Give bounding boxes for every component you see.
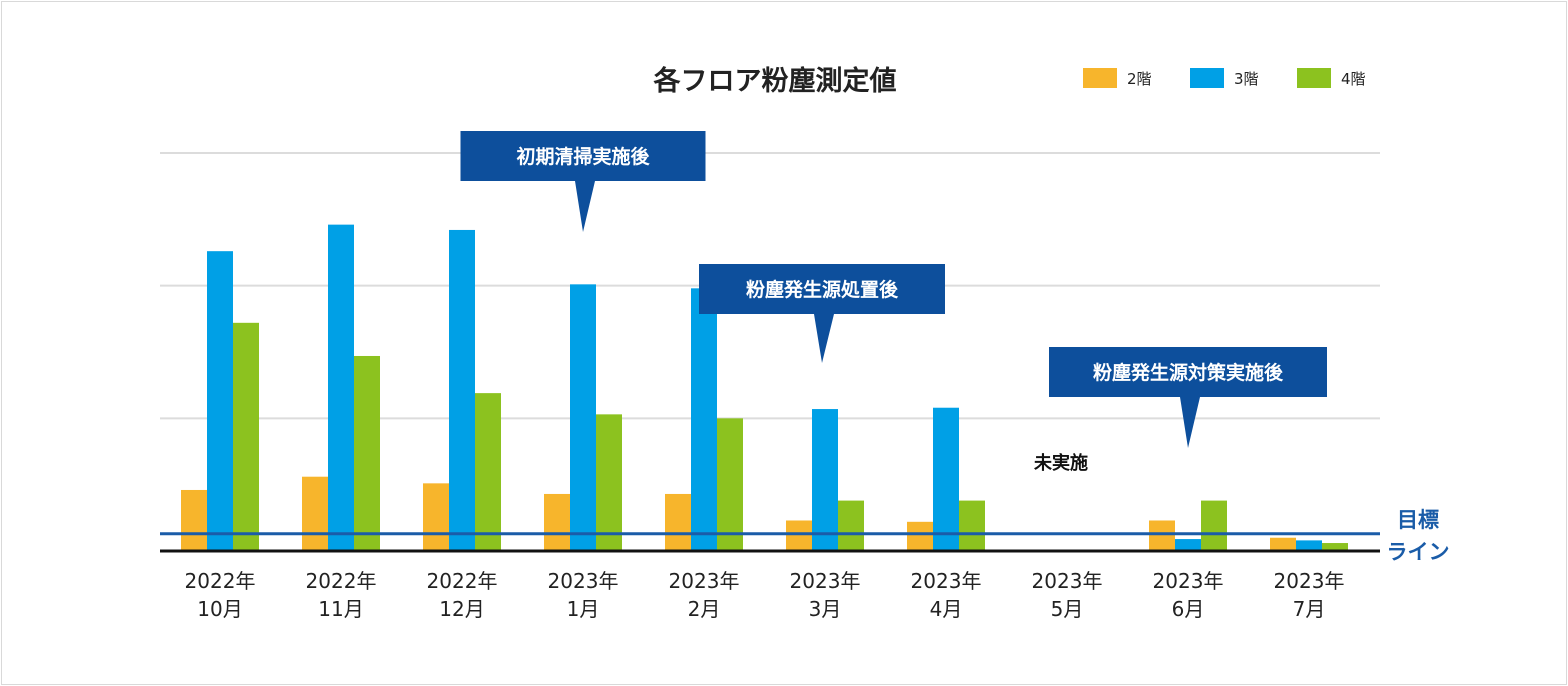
callout-box xyxy=(699,264,945,363)
x-tick-label: 2月 xyxy=(688,597,721,621)
bar-2階-2 xyxy=(423,483,449,551)
bar-3階-0 xyxy=(207,251,233,551)
x-tick-label: 7月 xyxy=(1293,597,1326,621)
bar-4階-0 xyxy=(233,322,259,551)
bar-2階-6 xyxy=(907,521,933,551)
x-tick-label: 2023年 xyxy=(911,569,982,593)
bar-2階-5 xyxy=(786,520,812,551)
bar-2階-8 xyxy=(1149,520,1175,551)
bar-4階-3 xyxy=(596,414,622,551)
x-tick-label: 3月 xyxy=(809,597,842,621)
x-tick-label: 2023年 xyxy=(669,569,740,593)
x-tick-label: 2023年 xyxy=(1032,569,1103,593)
callout-label: 初期清掃実施後 xyxy=(516,145,650,168)
x-tick-label: 2023年 xyxy=(1153,569,1224,593)
target-label: 目標 xyxy=(1397,508,1439,532)
x-tick-label: 6月 xyxy=(1172,597,1205,621)
bar-3階-5 xyxy=(812,409,838,551)
bar-3階-9 xyxy=(1296,540,1322,551)
legend-swatch xyxy=(1083,68,1117,88)
bar-2階-9 xyxy=(1270,537,1296,551)
x-tick-label: 1月 xyxy=(567,597,600,621)
x-tick-label: 2022年 xyxy=(306,569,377,593)
callout-label: 粉塵発生源処置後 xyxy=(746,278,899,301)
legend-label: 4階 xyxy=(1341,70,1366,88)
callout-box xyxy=(460,131,706,232)
target-label: ライン xyxy=(1387,540,1450,564)
bar-3階-1 xyxy=(328,224,354,551)
x-axis: 2022年 10月 2022年 11月 2022年 12月 2023年 1月 2023年 2月 20… xyxy=(160,549,1380,621)
callout-box xyxy=(1049,347,1327,448)
bar-4階-1 xyxy=(354,355,380,551)
bar-3階-6 xyxy=(933,407,959,551)
bar-4階-2 xyxy=(475,393,501,551)
bar-4階-6 xyxy=(959,500,985,551)
x-tick-label: 2023年 xyxy=(548,569,619,593)
x-tick-label: 2023年 xyxy=(1274,569,1345,593)
x-tick-label: 5月 xyxy=(1051,597,1084,621)
x-tick-label: 10月 xyxy=(197,597,242,621)
callout-label: 粉塵発生源対策実施後 xyxy=(1093,361,1284,384)
bar-2階-3 xyxy=(544,493,570,551)
bar-4階-5 xyxy=(838,500,864,551)
x-tick-label: 2022年 xyxy=(427,569,498,593)
bars xyxy=(181,224,1348,552)
chart-title: 各フロア粉塵測定値 xyxy=(653,65,897,97)
bar-4階-9 xyxy=(1322,543,1348,551)
x-tick-label: 2023年 xyxy=(790,569,861,593)
bar-4階-8 xyxy=(1201,500,1227,551)
bar-2階-4 xyxy=(665,493,691,551)
x-tick-label: 12月 xyxy=(439,597,484,621)
x-tick-label: 11月 xyxy=(318,597,363,621)
bar-3階-8 xyxy=(1175,539,1201,551)
bar-2階-1 xyxy=(302,476,328,551)
not-implemented-note: 未実施 xyxy=(1034,452,1088,474)
legend-swatch xyxy=(1297,68,1331,88)
legend-label: 3階 xyxy=(1234,70,1259,88)
legend-swatch xyxy=(1190,68,1224,88)
x-tick-label: 2022年 xyxy=(185,569,256,593)
x-tick-label: 4月 xyxy=(930,597,963,621)
legend-label: 2階 xyxy=(1127,70,1152,88)
bar-2階-0 xyxy=(181,489,207,551)
bar-4階-4 xyxy=(717,418,743,551)
bar-3階-4 xyxy=(691,288,717,551)
legend: 2階 3階 4階 xyxy=(1083,68,1366,88)
bar-3階-3 xyxy=(570,284,596,551)
bar-3階-2 xyxy=(449,229,475,552)
